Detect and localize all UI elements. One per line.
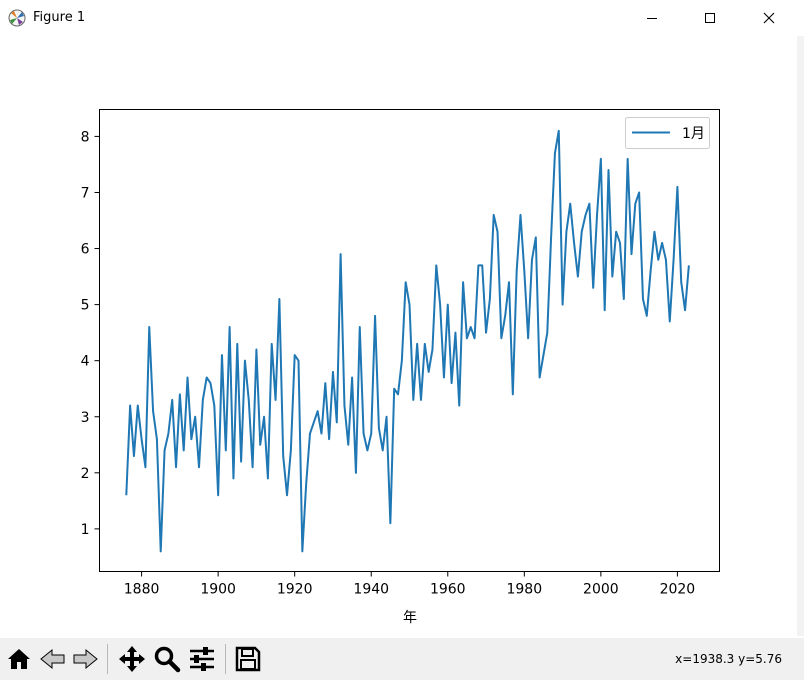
y-tick-label: 4	[81, 354, 90, 370]
magnifier-icon	[154, 646, 181, 673]
figure-canvas: 1880 1900 1920 1940 1960 1980 2000 2020 1 2 3 4 5 6 7…	[0, 36, 797, 636]
back-arrow-icon	[40, 648, 65, 670]
cursor-coordinates: x=1938.3 y=5.76	[675, 652, 782, 666]
line-chart: 1880 1900 1920 1940 1960 1980 2000 2020 1 2 3 4 5 6 7…	[81, 109, 720, 626]
save-button[interactable]	[231, 642, 265, 676]
series-line	[125, 129, 690, 553]
minimize-button[interactable]	[629, 0, 675, 36]
x-axis-label: 年	[403, 610, 417, 626]
x-tick-label: 1920	[277, 582, 313, 598]
legend-label: 1月	[682, 126, 705, 142]
navigation-toolbar: x=1938.3 y=5.76	[0, 638, 804, 680]
x-tick-label: 1900	[200, 582, 236, 598]
toolbar-separator	[225, 644, 226, 674]
close-icon	[763, 12, 775, 24]
pan-button[interactable]	[115, 642, 149, 676]
zoom-button[interactable]	[150, 642, 184, 676]
home-icon	[8, 649, 30, 669]
home-button[interactable]	[2, 642, 36, 676]
window-title: Figure 1	[33, 10, 86, 25]
configure-subplots-button[interactable]	[185, 642, 219, 676]
y-tick-label: 1	[81, 522, 90, 538]
matplotlib-logo-icon	[8, 9, 26, 27]
y-tick-label: 6	[81, 242, 90, 258]
x-tick-label: 1980	[506, 582, 542, 598]
back-button[interactable]	[36, 642, 70, 676]
pan-arrows-icon	[119, 646, 145, 672]
plot-area	[99, 109, 720, 572]
x-tick-label: 2020	[660, 582, 696, 598]
y-tick-label: 2	[81, 466, 90, 482]
window-edge	[797, 36, 804, 636]
toolbar-separator	[107, 644, 108, 674]
floppy-disk-icon	[235, 646, 261, 672]
maximize-icon	[705, 13, 715, 23]
maximize-button[interactable]	[687, 0, 733, 36]
title-bar: Figure 1	[0, 0, 804, 36]
minimize-icon	[647, 18, 657, 19]
legend: 1月	[625, 117, 710, 149]
x-tick-label: 1940	[353, 582, 389, 598]
axes-frame	[99, 109, 720, 572]
sliders-icon	[190, 647, 214, 671]
y-tick-label: 5	[81, 298, 90, 314]
forward-button[interactable]	[68, 642, 102, 676]
x-tick-label: 2000	[583, 582, 619, 598]
forward-arrow-icon	[73, 648, 98, 670]
y-tick-label: 8	[81, 129, 90, 145]
close-button[interactable]	[746, 0, 792, 36]
y-tick-label: 7	[81, 185, 90, 201]
x-tick-label: 1880	[124, 582, 160, 598]
y-tick-label: 3	[81, 410, 90, 426]
x-tick-label: 1960	[430, 582, 466, 598]
